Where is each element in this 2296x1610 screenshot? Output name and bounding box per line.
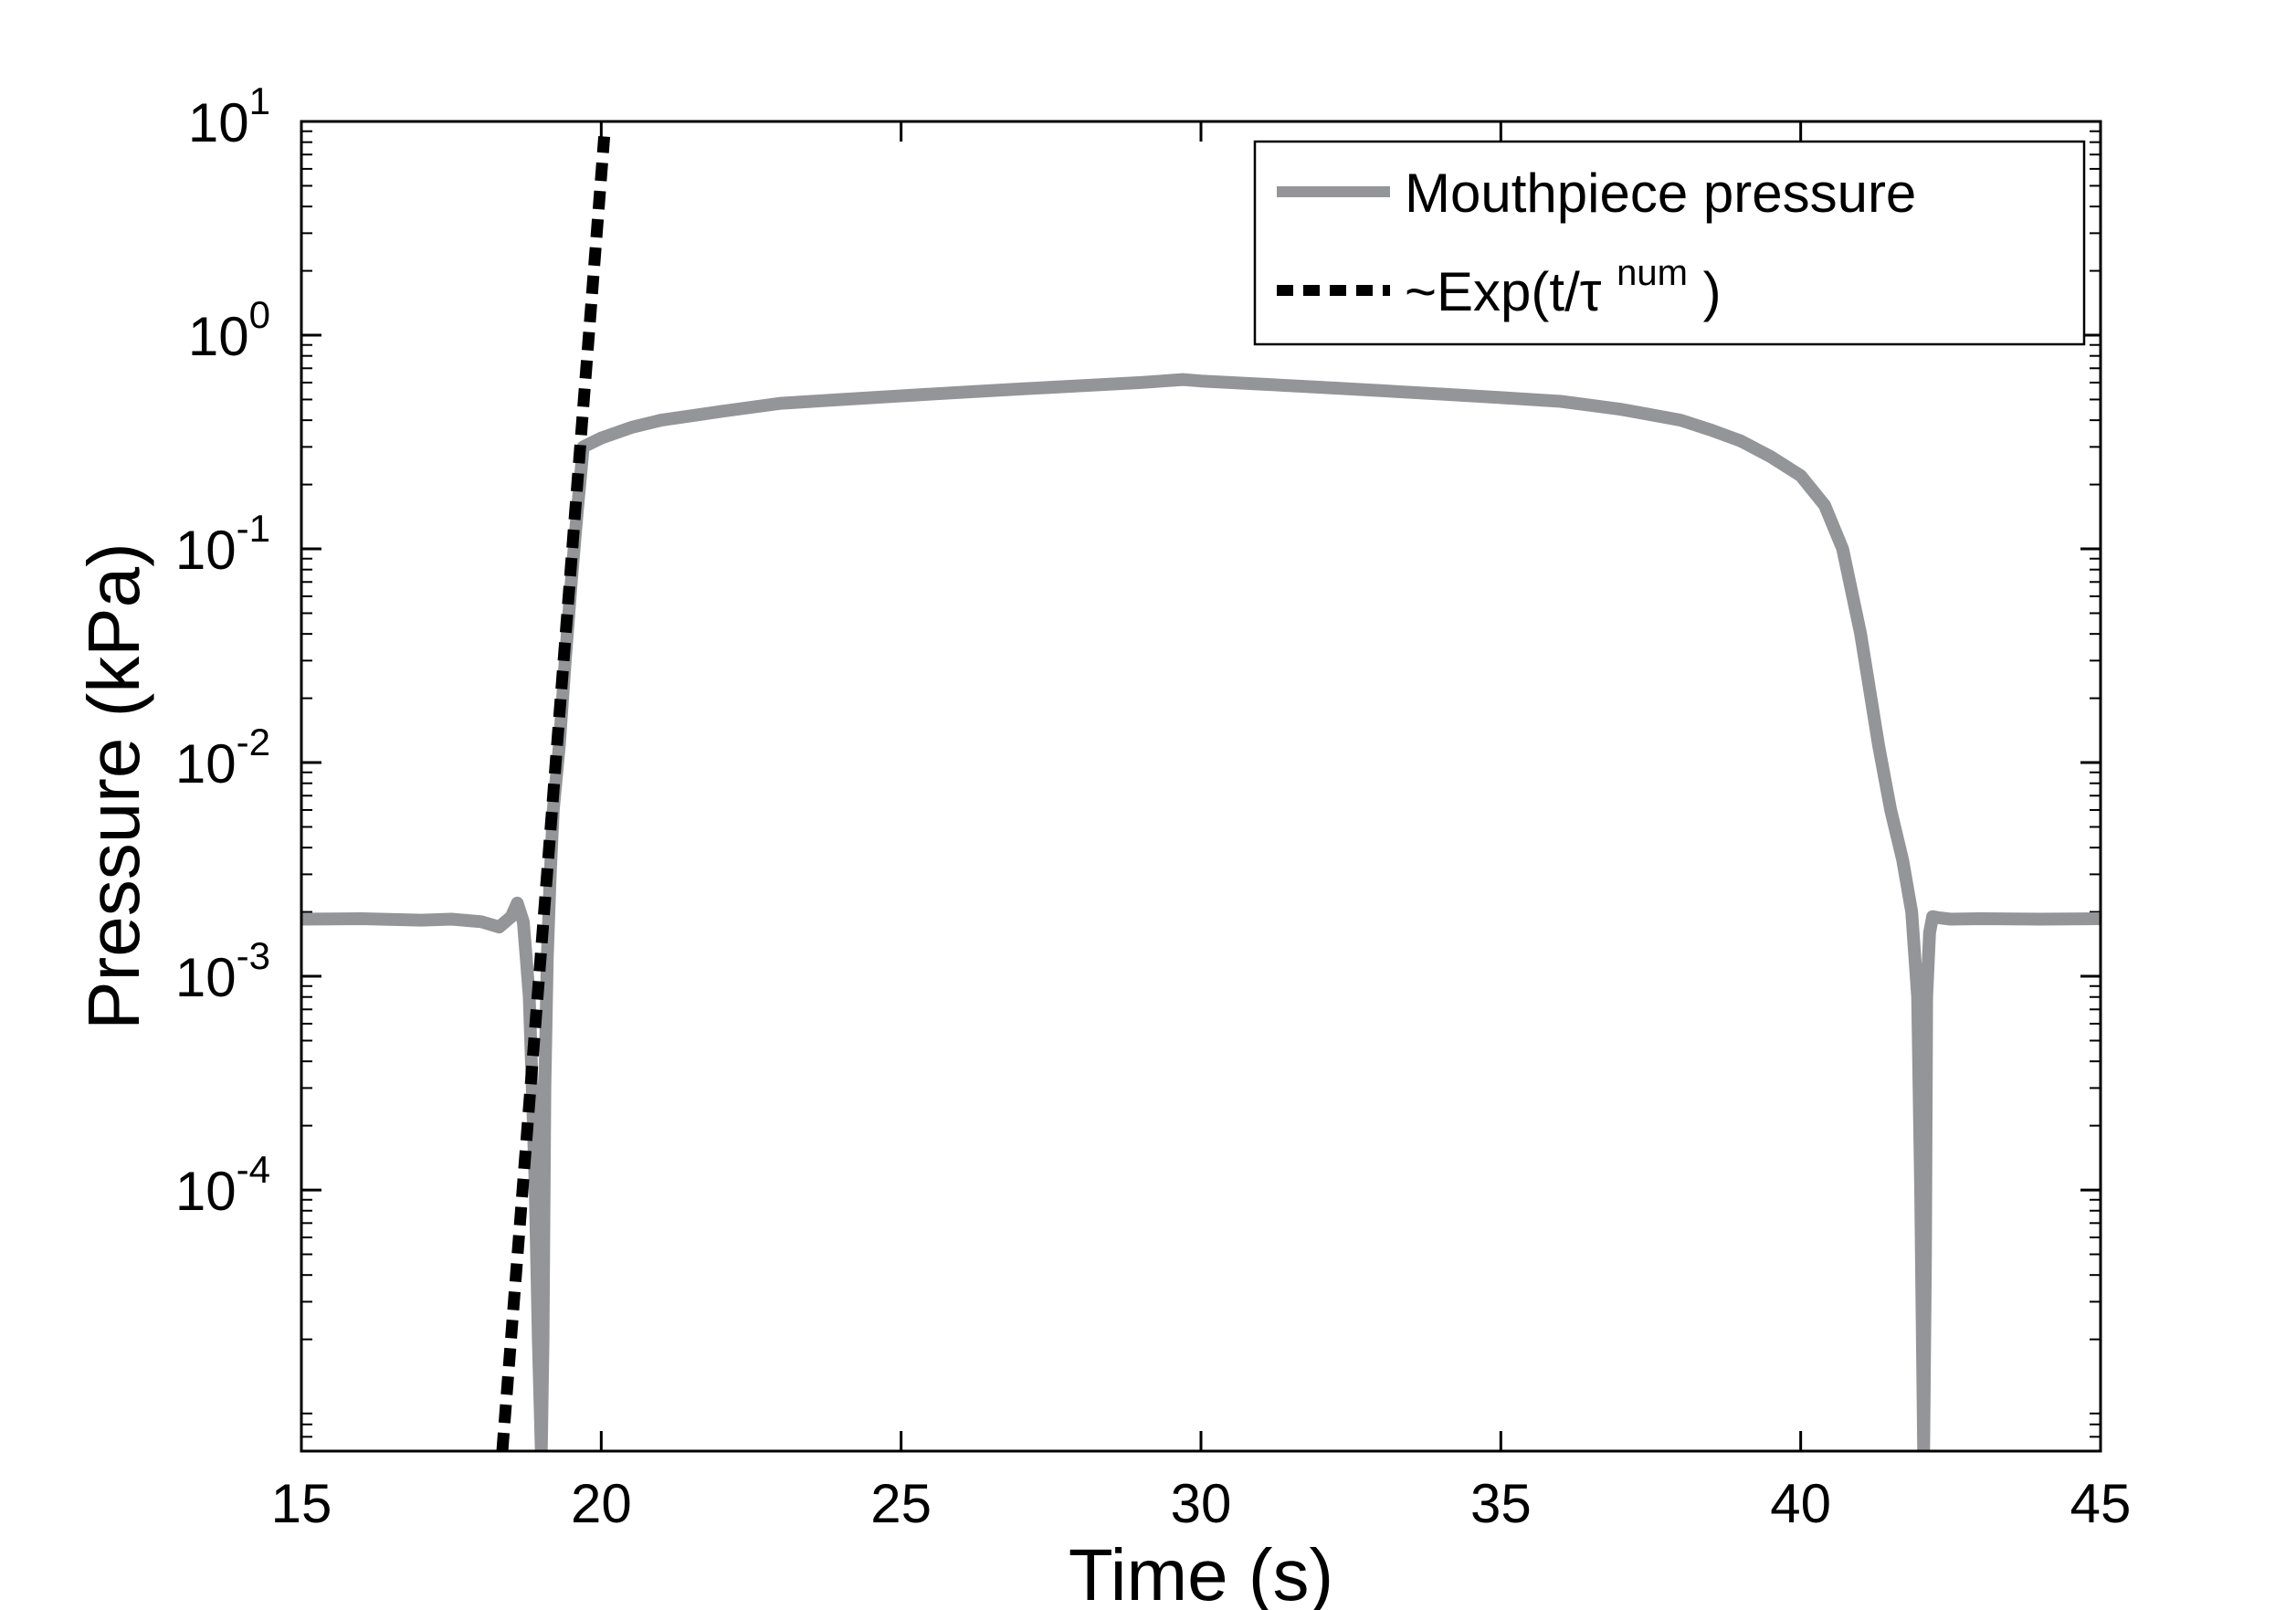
y-tick-label-base: 10 xyxy=(175,520,237,581)
y-tick-label: 10-4 xyxy=(175,1148,270,1222)
legend: Mouthpiece pressure ~Exp(t/τ num ) xyxy=(1253,140,2086,346)
y-tick-label-exponent: -3 xyxy=(237,934,270,977)
legend-label-exp-fit-closing: ) xyxy=(1703,261,1722,322)
plot-frame xyxy=(300,120,2102,1453)
y-tick-label-exponent: 0 xyxy=(249,293,270,336)
y-tick-label-base: 10 xyxy=(188,306,249,367)
y-tick-label: 10-3 xyxy=(175,934,270,1008)
legend-label-exp-fit-main: ~Exp(t/τ xyxy=(1405,261,1602,322)
legend-label-exp-fit: ~Exp(t/τ num ) xyxy=(1405,236,1722,322)
x-tick-label: 30 xyxy=(1171,1473,1232,1534)
y-tick-label-base: 10 xyxy=(175,947,237,1008)
legend-box xyxy=(1253,140,2086,346)
y-tick-label: 101 xyxy=(188,79,270,153)
x-tick-label: 15 xyxy=(271,1473,332,1534)
series-layer xyxy=(301,135,2101,1451)
y-tick-label-base: 10 xyxy=(188,92,249,153)
x-axis-label: Time (s) xyxy=(1069,1534,1333,1610)
y-axis-label: Pressure (kPa) xyxy=(73,542,154,1029)
y-tick-label: 100 xyxy=(188,293,270,367)
series-mouthpiece-pressure-line xyxy=(301,373,2101,1451)
x-tick-label: 45 xyxy=(2070,1473,2132,1534)
y-tick-label: 10-1 xyxy=(175,507,270,581)
x-tick-label: 20 xyxy=(571,1473,632,1534)
legend-label-mouthpiece-pressure: Mouthpiece pressure xyxy=(1405,163,1916,224)
y-tick-label-exponent: 1 xyxy=(249,79,270,122)
series-exp-fit-line xyxy=(496,135,611,1451)
y-tick-label-exponent: -1 xyxy=(237,507,270,550)
axis-ticks xyxy=(300,120,2102,1451)
x-tick-label: 25 xyxy=(870,1473,932,1534)
y-tick-label: 10-2 xyxy=(175,721,270,794)
y-tick-label-base: 10 xyxy=(175,1161,237,1222)
y-tick-label-exponent: -2 xyxy=(237,721,270,763)
x-tick-label: 40 xyxy=(1770,1473,1831,1534)
legend-label-exp-fit-superscript: num xyxy=(1617,253,1688,293)
y-tick-label-base: 10 xyxy=(175,733,237,794)
y-tick-label-exponent: -4 xyxy=(237,1148,270,1191)
x-tick-labels: 15 20 25 30 35 40 45 xyxy=(271,1473,2132,1534)
x-tick-label: 35 xyxy=(1470,1473,1532,1534)
